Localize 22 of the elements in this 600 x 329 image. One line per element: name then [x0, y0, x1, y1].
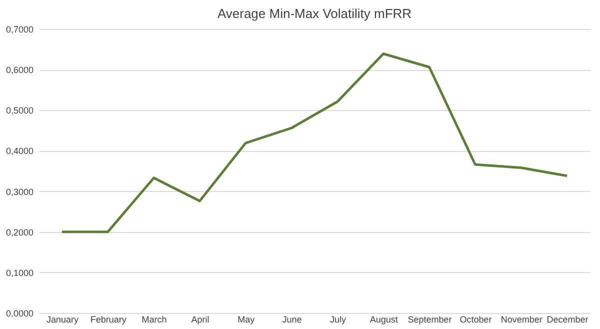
x-tick-label: December — [546, 314, 588, 324]
y-tick-label: 0,6000 — [6, 65, 34, 76]
line-series — [60, 52, 568, 234]
x-tick-label: September — [408, 314, 452, 324]
y-tick-label: 0,3000 — [6, 186, 34, 197]
y-tick-label: 0,7000 — [6, 24, 34, 34]
x-tick-label: November — [500, 314, 542, 324]
y-tick-label: 0,4000 — [6, 146, 34, 156]
x-tick-label: July — [330, 314, 346, 324]
x-tick-label: February — [90, 314, 127, 324]
y-tick-label: 0,2000 — [6, 227, 34, 238]
x-tick-label: June — [282, 314, 302, 324]
x-tick-label: October — [460, 314, 492, 324]
x-tick-label: January — [46, 314, 79, 324]
chart-title: Average Min-Max Volatility mFRR — [217, 6, 412, 21]
x-tick-label: March — [142, 314, 167, 324]
x-tick-label: April — [191, 314, 210, 324]
y-tick-label: 0,5000 — [6, 106, 34, 116]
y-tick-label: 0,1000 — [6, 268, 34, 278]
y-tick-label: 0,0000 — [6, 308, 34, 318]
x-tick-label: May — [238, 314, 256, 324]
x-tick-label: August — [370, 314, 398, 324]
